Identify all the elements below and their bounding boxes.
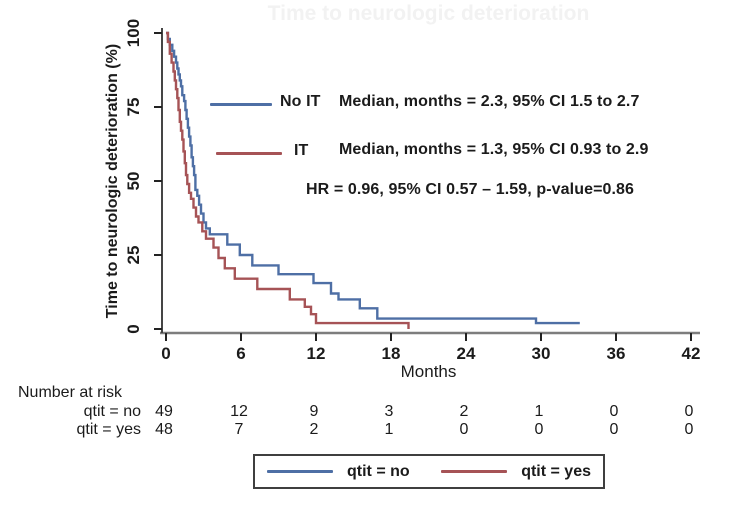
no-it-median-text: Median, months = 2.3, 95% CI 1.5 to 2.7 [339, 93, 640, 110]
no-it-series-label: No IT [280, 93, 321, 110]
x-tick-label: 24 [456, 344, 476, 363]
risk-value: 0 [609, 421, 619, 438]
qtit-yes-legend-label: qtit = yes [521, 462, 591, 480]
x-tick-label: 0 [161, 344, 171, 363]
chart-title: Time to neurologic deterioration [267, 2, 590, 25]
risk-value: 0 [534, 421, 544, 438]
risk-value: 1 [534, 403, 544, 420]
legend-item-qtit-yes: qtit = yes [441, 463, 591, 481]
x-tick-label: 42 [681, 344, 701, 363]
it-sample-line [216, 152, 282, 155]
qtit-yes-legend-line [441, 470, 508, 473]
x-tick-label: 36 [606, 344, 626, 363]
qtit-no-legend-line [267, 470, 333, 473]
risk-value: 0 [459, 421, 469, 438]
risk-value: 0 [684, 403, 694, 420]
qtit-no-legend-label: qtit = no [347, 462, 410, 480]
risk-value: 12 [230, 403, 248, 420]
x-axis-label: Months [400, 362, 457, 381]
risk-value: 2 [309, 421, 319, 438]
risk-table-title: Number at risk [18, 384, 123, 401]
risk-value: 48 [155, 421, 173, 438]
no-it-sample-line [210, 103, 272, 106]
risk-row-label: qtit = no [83, 403, 141, 420]
x-tick-label: 12 [306, 344, 326, 363]
risk-row-label: qtit = yes [76, 421, 141, 438]
x-tick-label: 18 [381, 344, 401, 363]
risk-value: 49 [155, 403, 173, 420]
risk-value: 3 [384, 403, 394, 420]
risk-value: 9 [309, 403, 319, 420]
legend-item-qtit-no: qtit = no [267, 463, 410, 481]
x-tick-label: 30 [531, 344, 551, 363]
x-tick-label: 6 [236, 344, 246, 363]
risk-value: 2 [459, 403, 469, 420]
it-median-text: Median, months = 1.3, 95% CI 0.93 to 2.9 [339, 141, 649, 158]
legend: qtit = no qtit = yes [253, 454, 605, 489]
risk-value: 0 [684, 421, 694, 438]
it-series-label: IT [294, 142, 309, 159]
risk-value: 7 [234, 421, 244, 438]
series-curve-qtit-yes [166, 31, 410, 329]
risk-value: 0 [609, 403, 619, 420]
series-curve-qtit-no [166, 31, 580, 325]
hazard-ratio-text: HR = 0.96, 95% CI 0.57 – 1.59, p-value=0… [306, 181, 635, 198]
risk-value: 1 [384, 421, 394, 438]
